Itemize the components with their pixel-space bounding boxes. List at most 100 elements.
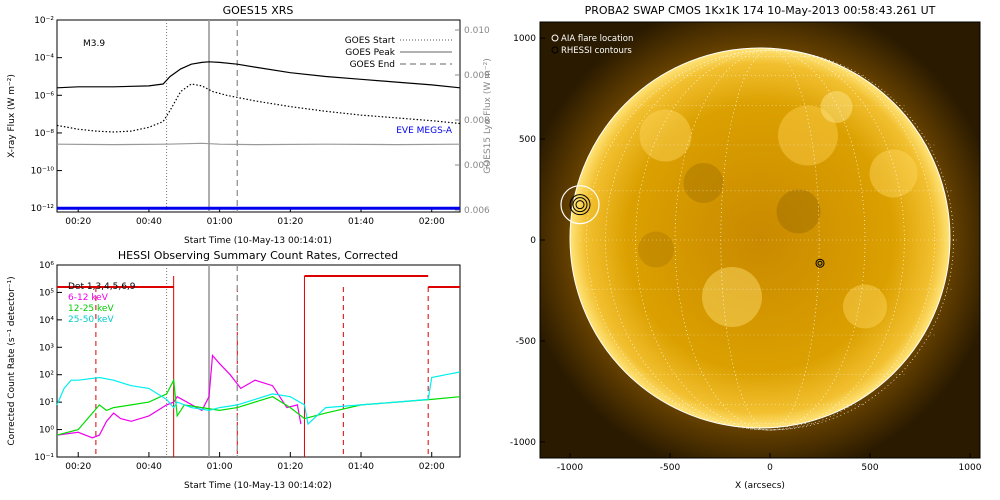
hessi-y-axis-label: Corrected Count Rate (s⁻¹ detector⁻¹) [7, 276, 17, 445]
goes-x-tick-label: 02:00 [419, 217, 445, 227]
rhessi-contour [569, 194, 591, 216]
hessi-x-tick-label: 01:40 [348, 462, 374, 472]
goes-right-y-tick-label: 0.006 [464, 206, 490, 216]
hessi-y-tick-label: 10² [39, 371, 54, 381]
goes-y-tick-label: 10⁻⁴ [34, 54, 54, 64]
goes-right-y-tick-label: 0.007 [464, 161, 490, 171]
active-region-glow [869, 149, 918, 198]
legend-goes-peak: GOES Peak [345, 48, 395, 58]
swap-title: PROBA2 SWAP CMOS 1Kx1K 174 10-May-2013 0… [585, 4, 936, 17]
goes-plot-frame [56, 19, 461, 213]
longitude-line [605, 49, 935, 431]
swap-y-tick-label: -1000 [510, 438, 536, 448]
rhessi-contour [575, 200, 585, 210]
active-region-glow [778, 105, 838, 166]
hessi-x-tick-label: 00:20 [65, 462, 91, 472]
hessi-y-tick-label: 10⁵ [39, 288, 54, 298]
legend-12-25kev: 12-25 keV [68, 304, 114, 314]
goes-y-ticks: 10⁻² 10⁻⁴ 10⁻⁶ 10⁻⁸ 10⁻¹⁰ 10⁻¹² [31, 16, 62, 214]
goes-y-tick-label: 10⁻⁶ [34, 91, 54, 101]
hessi-night-markers [95, 265, 429, 457]
hessi-y-tick-label: 10⁰ [39, 426, 54, 436]
swap-x-tick-label: -1000 [557, 463, 583, 473]
goes-panel: GOES15 XRS 10⁻² 10⁻⁴ 10⁻⁶ 10⁻⁸ 10⁻¹⁰ 10⁻¹² 0.… [7, 4, 493, 246]
hessi-panel: HESSI Observing Summary Count Rates, Cor… [7, 249, 461, 491]
active-region-glow [820, 91, 853, 123]
hessi-y-tick-label: 10³ [39, 343, 54, 353]
goes-series-long [56, 61, 461, 89]
goes-y-tick-label: 10⁻² [34, 16, 54, 26]
legend-rhessi-contours: RHESSI contours [561, 46, 632, 56]
swap-x-tick-label: 500 [861, 463, 878, 473]
swap-y-tick-label: 0 [530, 236, 536, 246]
solar-limb [569, 47, 951, 429]
hessi-legend: Det 1,3,4,5,6,9 6-12 keV 12-25 keV 25-50… [68, 282, 136, 325]
swap-x-axis-label: X (arcsecs) [735, 481, 785, 491]
active-regions [638, 91, 918, 329]
legend-aia-marker [551, 34, 559, 42]
hessi-x-axis-label: Start Time (10-May-13 00:14:02) [184, 481, 332, 491]
goes-legend: GOES Start GOES Peak GOES End [345, 36, 452, 70]
goes-y-tick-label: 10⁻¹⁰ [31, 167, 55, 177]
hessi-series-12-25-kev [56, 378, 461, 436]
goes-x-axis-label: Start Time (10-May-13 00:14:01) [184, 236, 332, 246]
goes-x-tick-label: 00:20 [65, 217, 91, 227]
legend-goes-start: GOES Start [345, 36, 396, 46]
legend-aia-flare-location: AIA flare location [561, 34, 633, 44]
goes-time-markers [166, 20, 238, 212]
goes-series [56, 61, 461, 210]
hessi-y-tick-label: 10⁻¹ [34, 453, 54, 463]
goes-right-y-ticks: 0.010 0.009 0.008 0.007 0.006 [455, 26, 490, 216]
flare-overlays [560, 185, 825, 268]
hessi-x-ticks: 00:20 00:40 01:00 01:20 01:40 02:00 [65, 452, 445, 472]
active-region-glow [638, 231, 674, 268]
legend-6-12kev: 6-12 keV [68, 293, 109, 303]
flare-class-label: M3.9 [83, 39, 105, 49]
swap-x-tick-label: 1000 [959, 463, 982, 473]
rhessi-contour [815, 258, 825, 268]
goes-x-ticks: 00:20 00:40 01:00 01:20 01:40 02:00 [65, 207, 445, 227]
goes-title: GOES15 XRS [223, 4, 294, 17]
swap-y-tick-label: -500 [516, 337, 537, 347]
rhessi-contour [817, 260, 823, 266]
hessi-series [56, 274, 461, 439]
swap-x-tick-label: -500 [660, 463, 681, 473]
swap-y-tick-label: 1000 [513, 34, 536, 44]
longitude-line [635, 49, 905, 431]
hessi-title: HESSI Observing Summary Count Rates, Cor… [118, 249, 398, 262]
hessi-series-6-12-kev [56, 354, 302, 439]
hessi-plot-frame [56, 264, 461, 458]
hessi-x-tick-label: 00:40 [136, 462, 162, 472]
rhessi-contour [572, 197, 588, 213]
goes-right-y-tick-label: 0.009 [464, 71, 490, 81]
goes-x-tick-label: 00:40 [136, 217, 162, 227]
goes-y-tick-label: 10⁻⁸ [34, 129, 54, 139]
eve-label: EVE MEGS-A [396, 126, 453, 136]
swap-legend: AIA flare location RHESSI contours [551, 34, 633, 56]
aia-flare-location-circle [560, 185, 600, 225]
longitude-line [674, 49, 866, 431]
active-region-glow [702, 267, 762, 327]
goes-series-short [56, 83, 461, 133]
hessi-y-tick-label: 10¹ [39, 398, 54, 408]
hessi-x-tick-label: 02:00 [419, 462, 445, 472]
goes-series-lya [56, 142, 461, 146]
heliographic-grid [580, 49, 960, 431]
hessi-y-tick-label: 10⁴ [39, 316, 54, 326]
swap-axis-ticks: -1000 -500 0 500 1000 1000 500 0 -500 -1000 [510, 34, 982, 473]
swap-y-tick-label: 500 [519, 135, 536, 145]
goes-right-y-axis-label: GOES15 Lyα Flux (W m⁻²) [483, 58, 493, 174]
active-region-glow [683, 163, 724, 203]
hessi-y-ticks: 10⁶ 10⁵ 10⁴ 10³ 10² 10¹ 10⁰ 10⁻¹ [34, 261, 62, 463]
goes-y-tick-label: 10⁻¹² [31, 204, 55, 214]
swap-x-tick-label: 0 [767, 463, 773, 473]
hessi-x-tick-label: 01:00 [207, 462, 233, 472]
legend-25-50kev: 25-50 keV [68, 315, 114, 325]
swap-panel: PROBA2 SWAP CMOS 1Kx1K 174 10-May-2013 0… [510, 4, 982, 491]
goes-x-tick-label: 01:40 [348, 217, 374, 227]
goes-y-axis-label: X-ray Flux (W m⁻²) [7, 74, 17, 158]
active-region-glow [776, 189, 821, 234]
hessi-y-tick-label: 10⁶ [39, 261, 54, 271]
goes-right-y-tick-label: 0.010 [464, 26, 490, 36]
